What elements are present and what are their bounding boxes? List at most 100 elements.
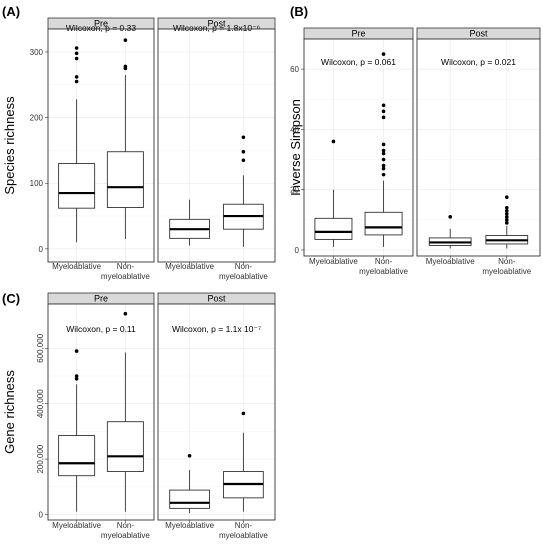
boxplot <box>169 453 210 514</box>
box-iqr <box>58 435 96 477</box>
outlier-point <box>381 52 386 56</box>
boxplot <box>223 135 264 247</box>
outlier-point <box>381 103 386 108</box>
outlier-point <box>381 166 386 171</box>
x-tick-label: Myeloablative <box>426 257 475 266</box>
facet-strip-label: Pre <box>351 29 365 39</box>
outlier-point <box>504 215 509 219</box>
outlier-point <box>504 221 509 225</box>
outlier-point <box>504 208 509 213</box>
x-tick-label: Myeloablative <box>52 521 101 530</box>
boxplot <box>364 52 403 247</box>
y-tick-label: 20 <box>290 186 299 195</box>
outlier-point <box>123 38 128 42</box>
outlier-point <box>123 311 128 316</box>
wilcoxon-annotation: Wilcoxon, p = 0.33 <box>66 23 136 33</box>
outlier-point <box>74 46 79 50</box>
y-tick-label: 40 <box>290 125 299 134</box>
y-tick-label: 200,000 <box>36 444 45 473</box>
x-tick-label: Myeloablative <box>309 257 358 266</box>
facet-strip-label: Post <box>207 19 226 29</box>
facet-post: Post Wilcoxon, p = 1.1x 10⁻⁷ Myeloablative… <box>157 292 276 540</box>
outlier-point <box>74 75 79 79</box>
outlier-point <box>241 158 246 163</box>
box-iqr <box>58 163 96 209</box>
x-tick-label: Non-myeloablative <box>359 257 408 276</box>
plot-area <box>48 29 154 262</box>
facet-strip-label: Pre <box>94 294 108 304</box>
outlier-point <box>187 453 192 458</box>
y-tick-label: 400,000 <box>36 389 45 418</box>
outlier-point <box>381 172 386 177</box>
outlier-point <box>381 115 386 120</box>
outlier-point <box>241 135 246 140</box>
outlier-point <box>381 151 386 156</box>
outlier-point <box>381 109 386 114</box>
wilcoxon-annotation: Wilcoxon, p = 0.061 <box>321 57 396 67</box>
outlier-point <box>74 79 79 84</box>
outlier-point <box>381 163 386 168</box>
x-tick-label: Myeloablative <box>165 262 214 271</box>
box-iqr <box>106 421 144 472</box>
outlier-point <box>241 411 246 416</box>
boxplot <box>169 199 210 246</box>
boxplot <box>58 46 96 243</box>
outlier-point <box>241 149 246 154</box>
facet-strip-label: Post <box>207 294 226 304</box>
outlier-point <box>381 157 386 162</box>
y-tick-label: 200 <box>30 114 44 123</box>
x-tick-label: Myeloablative <box>165 521 214 530</box>
outlier-point <box>74 374 79 378</box>
box-iqr <box>364 211 403 236</box>
boxplot <box>106 311 144 512</box>
x-tick-label: Non-myeloablative <box>219 521 268 540</box>
y-tick-label: 600,000 <box>36 333 45 362</box>
boxplot <box>485 195 529 249</box>
facet-strip-label: Pre <box>94 19 108 29</box>
outlier-point <box>74 56 79 61</box>
panel-border <box>47 303 155 521</box>
x-tick-label: Non-myeloablative <box>101 262 150 281</box>
box-iqr <box>169 489 210 509</box>
outlier-point <box>381 142 386 147</box>
outlier-point <box>448 215 453 219</box>
y-tick-label: 0 <box>39 510 44 519</box>
y-tick-label: 0 <box>295 246 300 255</box>
panel-a: (A)Species richness0100200300PreWilcoxon… <box>2 4 276 281</box>
boxplot <box>58 349 96 512</box>
box-iqr <box>106 151 144 208</box>
panel-border <box>303 38 414 257</box>
outlier-point <box>504 218 509 222</box>
outlier-point <box>504 212 509 216</box>
boxplot <box>106 38 144 240</box>
facet-strip-label: Post <box>469 29 488 39</box>
panel-label: (B) <box>290 4 308 19</box>
boxplot <box>314 139 353 247</box>
x-tick-label: Non-myeloablative <box>101 521 150 540</box>
wilcoxon-annotation: Wilcoxon, p = 1.8x10⁻⁶ <box>173 23 260 33</box>
outlier-point <box>331 139 336 144</box>
x-tick-label: Non-myeloablative <box>219 262 268 281</box>
outlier-point <box>504 205 509 210</box>
outlier-point <box>74 349 79 353</box>
plot-area <box>48 304 154 520</box>
panel-label: (A) <box>2 4 20 19</box>
boxplot <box>428 215 472 249</box>
outlier-point <box>74 51 79 56</box>
x-tick-label: Non-myeloablative <box>482 257 531 276</box>
panel-border <box>157 303 276 521</box>
wilcoxon-annotation: Wilcoxon, p = 0.021 <box>441 57 516 67</box>
boxplot <box>223 411 264 512</box>
facet-pre: Pre Wilcoxon, p = 0.061 Myeloablative Non-m… <box>303 27 414 276</box>
y-tick-label: 300 <box>30 48 44 57</box>
outlier-point <box>74 376 79 381</box>
y-tick-label: 60 <box>290 65 299 74</box>
y-axis-label: Inverse Simpson <box>288 99 303 196</box>
panel-border <box>157 28 276 263</box>
y-axis-label: Species richness <box>2 96 17 195</box>
outlier-point <box>381 148 386 153</box>
panel-border <box>416 38 541 257</box>
outlier-point <box>504 195 509 200</box>
